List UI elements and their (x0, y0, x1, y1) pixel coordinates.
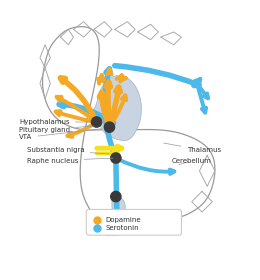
FancyBboxPatch shape (86, 209, 181, 235)
Text: Dopamine: Dopamine (106, 217, 141, 223)
Text: Thalamus: Thalamus (164, 143, 221, 153)
Circle shape (111, 153, 121, 163)
Text: Pituitary gland: Pituitary gland (20, 126, 94, 133)
Text: Serotonin: Serotonin (106, 225, 139, 231)
Polygon shape (109, 196, 125, 236)
Text: Hypothalamus: Hypothalamus (20, 119, 90, 125)
Text: Raphe nucleus: Raphe nucleus (27, 158, 113, 164)
Text: Substantia nigra: Substantia nigra (27, 147, 109, 154)
Circle shape (111, 192, 121, 202)
Circle shape (92, 117, 102, 127)
Text: VTA: VTA (20, 129, 101, 141)
Text: Cerebellum: Cerebellum (171, 158, 211, 165)
Circle shape (104, 122, 115, 132)
Polygon shape (43, 27, 215, 235)
Polygon shape (92, 76, 141, 141)
